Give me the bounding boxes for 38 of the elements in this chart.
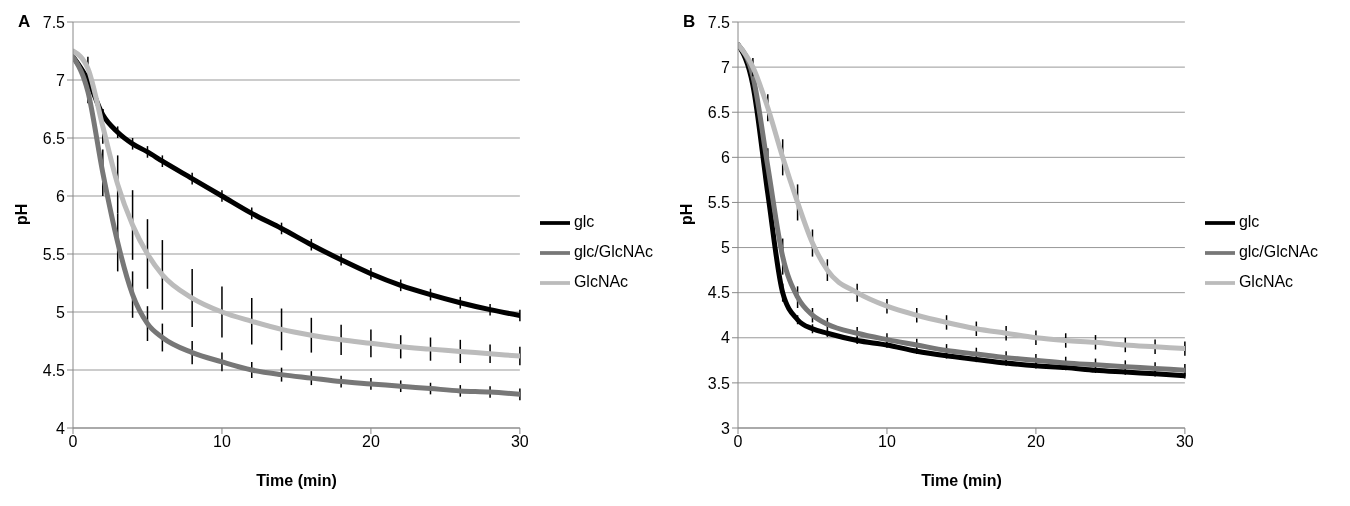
y-tick-label: 3 [721,419,731,437]
legend-label: glc/GlcNAc [573,243,653,261]
y-tick-label: 5.5 [42,245,66,263]
y-tick-label: 7.5 [42,13,66,31]
legend-label: glc/GlcNAc [1238,243,1318,261]
y-axis-title: pH [12,203,30,225]
x-tick-label: 10 [878,433,896,451]
chart-title: B [683,12,696,32]
y-tick-label: 4.5 [707,284,731,302]
legend-label: GlcNAc [1238,273,1294,291]
y-tick-label: 5.5 [707,194,731,212]
legend-label: glc [1238,213,1260,231]
y-tick-label: 4 [721,329,731,347]
y-tick-label: 4.5 [42,361,66,379]
x-axis-title: Time (min) [921,472,1002,489]
x-tick-label: 10 [213,433,231,451]
y-tick-label: 6.5 [42,129,66,147]
y-tick-label: 6.5 [707,103,731,121]
y-tick-label: 4 [56,419,66,437]
legend-label: GlcNAc [573,273,629,291]
y-tick-label: 7 [721,58,731,76]
x-tick-label: 20 [1027,433,1045,451]
y-tick-label: 6 [721,149,731,167]
legend-label: glc [573,213,595,231]
x-tick-label: 0 [68,433,78,451]
chart-title: A [18,12,31,32]
x-tick-label: 20 [362,433,380,451]
y-tick-label: 6 [56,187,66,205]
y-tick-label: 5 [56,303,66,321]
x-tick-label: 0 [733,433,743,451]
x-tick-label: 30 [1175,433,1194,451]
y-tick-label: 7.5 [707,13,731,31]
y-tick-label: 3.5 [707,374,731,392]
y-tick-label: 7 [56,71,66,89]
x-axis-title: Time (min) [256,472,337,489]
y-tick-label: 5 [721,239,731,257]
y-axis-title: pH [677,203,695,225]
x-tick-label: 30 [510,433,529,451]
